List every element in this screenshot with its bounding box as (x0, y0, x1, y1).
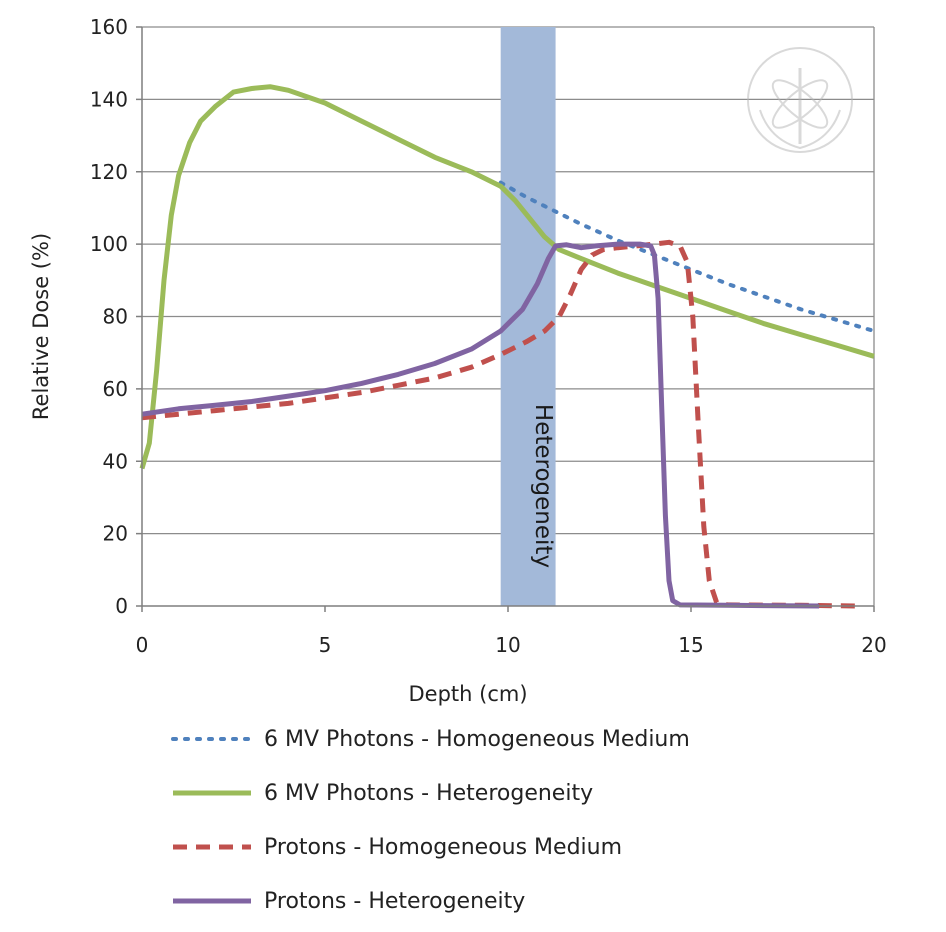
x-tick-label: 5 (319, 633, 332, 657)
heterogeneity-band: Heterogeneity (500, 27, 556, 606)
legend-swatch-2 (173, 790, 251, 796)
y-tick-label: 100 (90, 232, 128, 256)
legend-label: Protons - Heterogeneity (264, 888, 526, 914)
legend-item: 6 MV Photons - Homogeneous Medium (170, 712, 690, 766)
series-line-4 (141, 241, 820, 609)
legend-swatch-3 (173, 844, 251, 850)
y-tick-label: 140 (90, 87, 128, 111)
series-layer (139, 84, 876, 609)
y-tick-label: 160 (90, 15, 128, 39)
y-tick-label: 120 (90, 160, 128, 184)
series-line-1 (498, 180, 876, 333)
legend-item: 6 MV Photons - Heterogeneity (170, 766, 690, 820)
legend-label: 6 MV Photons - Heterogeneity (264, 780, 594, 806)
y-tick-label: 0 (115, 594, 128, 618)
legend-item: Protons - Homogeneous Medium (170, 820, 690, 874)
y-tick-label: 20 (103, 522, 128, 546)
x-tick-label: 10 (495, 633, 520, 657)
watermark-seal-icon (747, 47, 853, 153)
x-tick-label: 20 (861, 633, 886, 657)
y-axis-title: Relative Dose (%) (29, 233, 53, 420)
x-tick-label: 15 (678, 633, 703, 657)
tick-labels: 0 20 40 60 80 100 120 140 160 0 5 10 15 20 (90, 15, 887, 657)
series-line-2 (139, 84, 875, 470)
legend: 6 MV Photons - Homogeneous Medium 6 MV Ph… (170, 712, 690, 928)
legend-label: Protons - Homogeneous Medium (264, 834, 623, 860)
axes (136, 26, 875, 612)
x-tick-label: 0 (136, 633, 149, 657)
heterogeneity-region (500, 27, 556, 606)
legend-swatch-4 (173, 898, 251, 904)
y-tick-label: 40 (103, 449, 128, 473)
legend-swatch-1 (171, 737, 253, 741)
series-line-3 (141, 239, 856, 609)
legend-item: Protons - Heterogeneity (170, 874, 690, 928)
y-tick-label: 60 (103, 377, 128, 401)
legend-label: 6 MV Photons - Homogeneous Medium (264, 726, 690, 752)
y-tick-label: 80 (103, 305, 128, 329)
x-axis-title: Depth (cm) (408, 682, 527, 706)
heterogeneity-label: Heterogeneity (530, 404, 556, 568)
